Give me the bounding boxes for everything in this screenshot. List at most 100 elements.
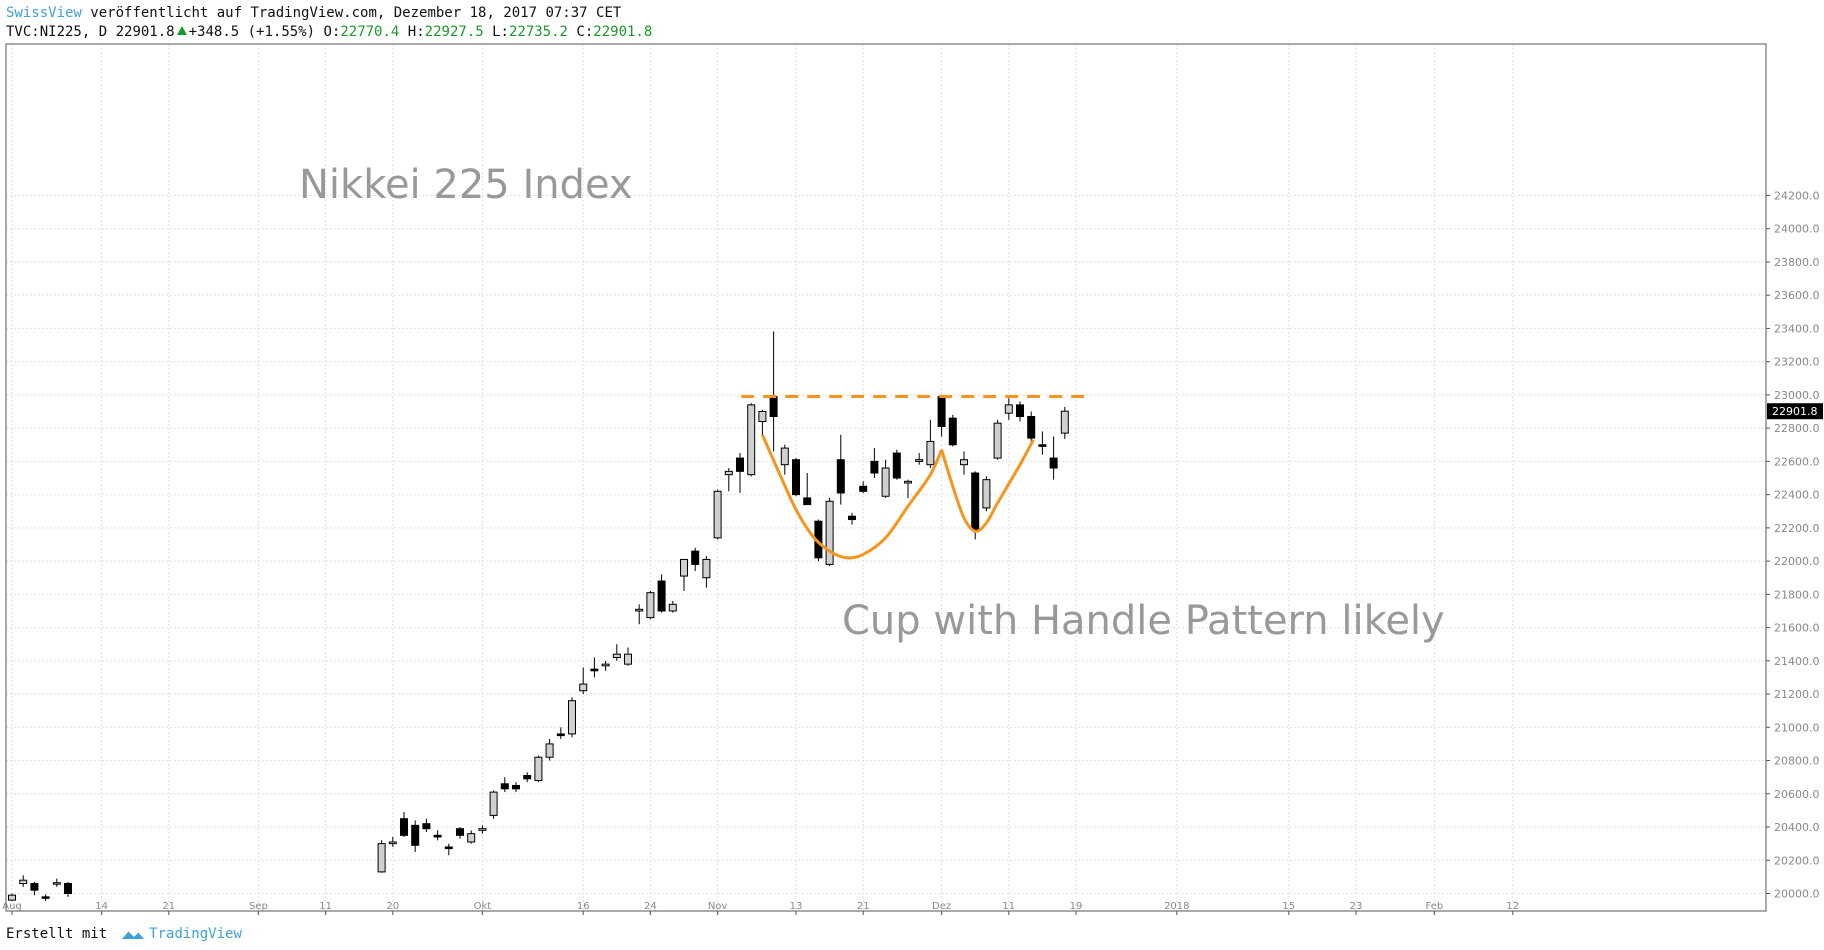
- candle-body: [948, 417, 957, 446]
- candle-body: [724, 470, 733, 476]
- candle-body: [523, 774, 532, 780]
- up-arrow-icon: [176, 26, 187, 35]
- price-axis[interactable]: 20000.0 20200.0 20400.0 20600.0 20800.0 21000…: [1766, 189, 1823, 901]
- candle-body: [512, 784, 520, 790]
- ohlc-header: TVC:NI225, D 22901.8 +348.5 (+1.55%) O:22…: [6, 24, 652, 40]
- candle-body: [736, 457, 744, 472]
- time-tick-label: 11: [319, 901, 332, 912]
- candle-body: [579, 683, 588, 692]
- price-tick-label: 22200.0: [1774, 522, 1820, 535]
- candle-body: [780, 447, 789, 466]
- candle-body: [702, 558, 711, 579]
- time-tick-label: 20: [386, 901, 399, 912]
- low-label: L:: [492, 24, 509, 40]
- candle-body: [960, 459, 968, 466]
- time-tick-label: 11: [1002, 901, 1015, 912]
- price-tick-label: 21800.0: [1774, 588, 1820, 601]
- candle-body: [590, 668, 599, 672]
- price-tick-label: 22600.0: [1774, 455, 1820, 468]
- price-tick-label: 20200.0: [1774, 854, 1820, 867]
- price-tick-label: 21400.0: [1774, 655, 1820, 668]
- candle-body: [568, 700, 576, 735]
- last-price-badge-label: 22901.8: [1772, 405, 1818, 418]
- author-name[interactable]: SwissView: [6, 5, 82, 21]
- candle-body: [1038, 444, 1047, 447]
- candle-body: [456, 828, 464, 836]
- time-tick-label: Dez: [932, 901, 951, 912]
- candle-body: [792, 459, 800, 496]
- candle-body: [478, 828, 487, 831]
- price-tick-label: 20000.0: [1774, 888, 1820, 901]
- time-tick-label: 24: [644, 901, 657, 912]
- candle-body: [881, 467, 890, 497]
- time-tick-label: 14: [95, 901, 108, 912]
- price-tick-label: 23200.0: [1774, 356, 1820, 369]
- candle-body: [680, 558, 688, 577]
- time-tick-label: Sep: [249, 901, 268, 912]
- price-tick-label: 22800.0: [1774, 422, 1820, 435]
- candle-body: [937, 396, 946, 427]
- candle-body: [892, 452, 901, 479]
- price-tick-label: 23600.0: [1774, 289, 1820, 302]
- low-value: 22735.2: [508, 24, 568, 40]
- candle-body: [30, 883, 39, 891]
- candle-body: [769, 396, 778, 418]
- price-tick-label: 24200.0: [1774, 189, 1820, 202]
- candle-body: [624, 653, 632, 665]
- time-tick-label: 19: [1070, 901, 1083, 912]
- price-tick-label: 23800.0: [1774, 256, 1820, 269]
- price-tick-label: 20800.0: [1774, 755, 1820, 768]
- price-tick-label: 23400.0: [1774, 322, 1820, 335]
- candle-body: [635, 608, 644, 612]
- candle-body: [982, 479, 991, 509]
- price-tick-label: 24000.0: [1774, 223, 1820, 236]
- candle-body: [870, 460, 879, 474]
- candle-body: [500, 783, 509, 790]
- candle-body: [8, 894, 16, 901]
- candle-body: [1049, 457, 1058, 469]
- tradingview-logo-icon[interactable]: [121, 927, 145, 941]
- last-price: 22901.8: [115, 24, 175, 40]
- high-value: 22927.5: [424, 24, 484, 40]
- candle-body: [848, 515, 856, 521]
- price-tick-label: 21600.0: [1774, 622, 1820, 635]
- price-tick-label: 21200.0: [1774, 688, 1820, 701]
- candle-body: [388, 841, 397, 845]
- tradingview-link[interactable]: TradingView: [149, 926, 242, 942]
- time-tick-label: 12: [1506, 901, 1519, 912]
- candle-body: [1060, 410, 1069, 434]
- candle-body: [747, 404, 756, 476]
- candles: [8, 331, 1069, 901]
- symbol-label: TVC:NI225, D: [6, 24, 108, 40]
- candle-body: [825, 500, 834, 565]
- candle-body: [601, 663, 610, 667]
- candle-body: [836, 459, 845, 494]
- price-tick-label: 22400.0: [1774, 489, 1820, 502]
- price-tick-label: 22000.0: [1774, 555, 1820, 568]
- candle-body: [400, 818, 408, 836]
- time-axis[interactable]: Aug 14 21 Sep 11 20 Okt 16 24 Nov 13 21 Dez 11 19 2018 1…: [2, 901, 1519, 915]
- price-tick-label: 20600.0: [1774, 788, 1820, 801]
- high-label: H:: [407, 24, 425, 40]
- close-value: 22901.8: [593, 24, 653, 40]
- time-tick-label: 16: [577, 901, 590, 912]
- price-tick-label: 20400.0: [1774, 821, 1820, 834]
- candle-body: [612, 653, 621, 658]
- candle-body: [691, 550, 700, 565]
- candle-body: [1016, 404, 1024, 418]
- chart-annotation-title: Nikkei 225 Index: [299, 162, 633, 208]
- handle-curve: [940, 439, 1035, 533]
- time-tick-label: 21: [857, 901, 870, 912]
- time-tick-label: Nov: [708, 901, 728, 912]
- candle-body: [52, 882, 61, 885]
- candle-body: [433, 834, 442, 838]
- candle-body: [758, 411, 767, 422]
- candle-body: [646, 592, 655, 619]
- candle-body: [422, 823, 431, 830]
- candle-body: [1027, 416, 1036, 439]
- candle-body: [1004, 404, 1013, 414]
- candle-body: [971, 472, 980, 531]
- time-tick-label: 15: [1282, 901, 1295, 912]
- candle-body: [926, 440, 935, 466]
